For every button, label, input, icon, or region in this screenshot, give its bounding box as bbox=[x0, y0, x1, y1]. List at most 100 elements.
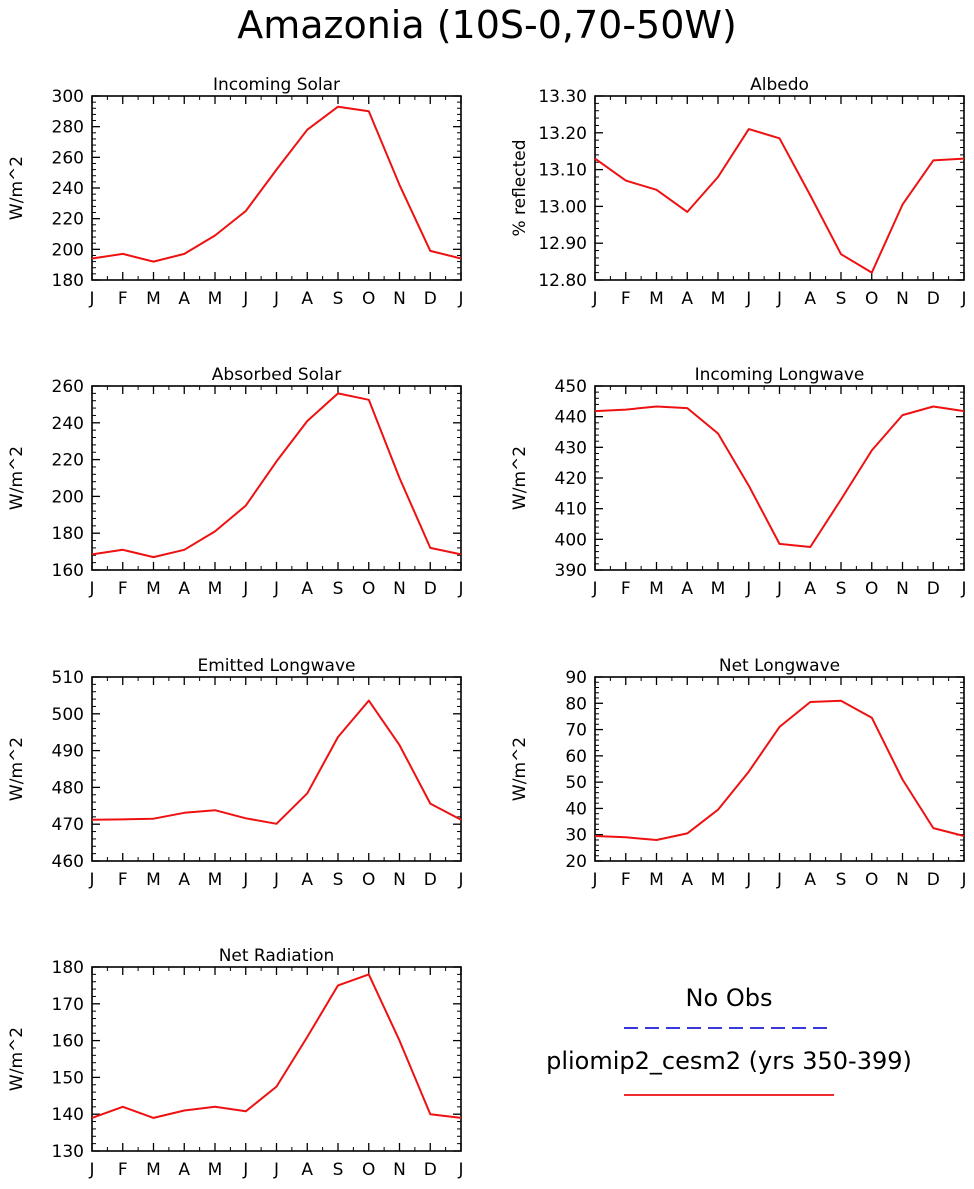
incoming-solar-y-tick-label: 220 bbox=[52, 210, 84, 230]
net-longwave-x-tick-label: N bbox=[896, 870, 909, 890]
incoming-longwave-x-tick-label: J bbox=[591, 579, 597, 599]
albedo-x-tick-label: J bbox=[591, 289, 597, 309]
incoming-longwave-y-tick-label: 400 bbox=[555, 530, 587, 550]
net-longwave-x-tick-label: D bbox=[927, 870, 940, 890]
net-longwave-x-tick-label: A bbox=[681, 870, 693, 890]
absorbed-solar-y-tick-label: 260 bbox=[52, 377, 84, 397]
net-radiation-x-tick-label: J bbox=[273, 1160, 279, 1180]
incoming-longwave-x-tick-label: A bbox=[681, 579, 693, 599]
absorbed-solar-x-tick-label: N bbox=[393, 579, 406, 599]
emitted-longwave-y-tick-label: 480 bbox=[52, 778, 84, 798]
albedo-y-label: % reflected bbox=[510, 139, 530, 236]
emitted-longwave-x-tick-label: F bbox=[118, 870, 128, 890]
emitted-longwave-y-label: W/m^2 bbox=[7, 737, 27, 801]
incoming-longwave-title: Incoming Longwave bbox=[695, 365, 865, 385]
net-longwave-x-tick-label: F bbox=[621, 870, 631, 890]
net-radiation-x-tick-label: D bbox=[424, 1160, 437, 1180]
absorbed-solar-x-tick-label: A bbox=[301, 579, 313, 599]
incoming-longwave-y-label: W/m^2 bbox=[510, 446, 530, 510]
incoming-longwave-y-tick-label: 390 bbox=[555, 561, 587, 581]
emitted-longwave-x-tick-label: O bbox=[362, 870, 375, 890]
incoming-solar-x-tick-label: F bbox=[118, 289, 128, 309]
incoming-solar-x-tick-label: M bbox=[146, 289, 161, 309]
net-longwave-y-tick-label: 60 bbox=[565, 747, 587, 767]
albedo-x-tick-label: M bbox=[711, 289, 726, 309]
net-longwave-x-tick-label: S bbox=[836, 870, 847, 890]
albedo-x-tick-label: A bbox=[804, 289, 816, 309]
absorbed-solar-x-tick-label: J bbox=[273, 579, 279, 599]
net-radiation-title: Net Radiation bbox=[219, 946, 335, 966]
absorbed-solar-x-tick-label: J bbox=[242, 579, 248, 599]
absorbed-solar-frame bbox=[91, 385, 462, 571]
albedo-y-tick-label: 12.90 bbox=[538, 234, 587, 254]
net-longwave-frame bbox=[594, 676, 965, 862]
albedo-x-tick-label: M bbox=[649, 289, 664, 309]
emitted-longwave-x-tick-label: D bbox=[424, 870, 437, 890]
net-longwave-y-tick-label: 80 bbox=[565, 694, 587, 714]
incoming-longwave-y-tick-label: 430 bbox=[555, 438, 587, 458]
incoming-solar-y-tick-label: 180 bbox=[52, 271, 84, 291]
net-radiation-x-tick-label: F bbox=[118, 1160, 128, 1180]
incoming-longwave-x-tick-label: J bbox=[776, 579, 782, 599]
absorbed-solar-x-tick-label: J bbox=[88, 579, 94, 599]
legend: No Obs pliomip2_cesm2 (yrs 350-399) bbox=[546, 984, 912, 1096]
net-longwave-x-tick-label: O bbox=[865, 870, 878, 890]
incoming-solar-y-label: W/m^2 bbox=[7, 156, 27, 220]
absorbed-solar-y-tick-label: 180 bbox=[52, 524, 84, 544]
incoming-solar-x-tick-label: J bbox=[273, 289, 279, 309]
emitted-longwave-x-tick-label: A bbox=[301, 870, 313, 890]
emitted-longwave-y-tick-label: 470 bbox=[52, 815, 84, 835]
net-longwave-y-tick-label: 40 bbox=[565, 799, 587, 819]
incoming-longwave-x-tick-label: N bbox=[896, 579, 909, 599]
net-longwave-y-tick-label: 50 bbox=[565, 773, 587, 793]
absorbed-solar-x-tick-label: F bbox=[118, 579, 128, 599]
incoming-longwave-x-tick-label: J bbox=[745, 579, 751, 599]
incoming-solar-y-tick-label: 240 bbox=[52, 179, 84, 199]
net-longwave-x-tick-label: J bbox=[960, 870, 966, 890]
incoming-longwave-x-tick-label: D bbox=[927, 579, 940, 599]
net-longwave-y-label: W/m^2 bbox=[510, 737, 530, 801]
emitted-longwave-y-tick-label: 460 bbox=[52, 852, 84, 872]
albedo-y-tick-label: 13.30 bbox=[538, 87, 587, 107]
absorbed-solar-x-tick-label: S bbox=[333, 579, 344, 599]
incoming-longwave-x-tick-label: F bbox=[621, 579, 631, 599]
absorbed-solar-x-tick-label: O bbox=[362, 579, 375, 599]
emitted-longwave-x-tick-label: N bbox=[393, 870, 406, 890]
absorbed-solar-y-tick-label: 200 bbox=[52, 487, 84, 507]
emitted-longwave-y-tick-label: 510 bbox=[52, 668, 84, 688]
albedo-y-tick-label: 13.00 bbox=[538, 197, 587, 217]
incoming-solar-frame bbox=[91, 95, 462, 281]
net-longwave-y-tick-label: 90 bbox=[565, 668, 587, 688]
emitted-longwave-x-tick-label: A bbox=[178, 870, 190, 890]
emitted-longwave-series-line-pliomip2-cesm2-yrs-350-399 bbox=[91, 699, 462, 825]
absorbed-solar-series-line-pliomip2-cesm2-yrs-350-399 bbox=[91, 392, 462, 559]
albedo-series-line-pliomip2-cesm2-yrs-350-399 bbox=[594, 128, 965, 274]
emitted-longwave-x-tick-label: M bbox=[146, 870, 161, 890]
absorbed-solar-y-tick-label: 160 bbox=[52, 561, 84, 581]
emitted-longwave-frame bbox=[91, 676, 462, 862]
absorbed-solar-y-tick-label: 220 bbox=[52, 451, 84, 471]
net-radiation-x-tick-label: S bbox=[333, 1160, 344, 1180]
albedo-x-tick-label: A bbox=[681, 289, 693, 309]
net-radiation-y-tick-label: 150 bbox=[52, 1068, 84, 1088]
incoming-solar-x-tick-label: A bbox=[178, 289, 190, 309]
net-radiation-y-tick-label: 140 bbox=[52, 1105, 84, 1125]
incoming-longwave-x-tick-label: M bbox=[711, 579, 726, 599]
albedo-x-tick-label: D bbox=[927, 289, 940, 309]
incoming-solar-y-tick-label: 200 bbox=[52, 240, 84, 260]
net-radiation-x-tick-label: A bbox=[301, 1160, 313, 1180]
albedo-x-tick-label: S bbox=[836, 289, 847, 309]
net-longwave-series-line-pliomip2-cesm2-yrs-350-399 bbox=[594, 699, 965, 841]
net-radiation-x-tick-label: M bbox=[146, 1160, 161, 1180]
incoming-solar-y-tick-label: 260 bbox=[52, 148, 84, 168]
albedo-x-tick-label: O bbox=[865, 289, 878, 309]
legend-obs-label: No Obs bbox=[686, 984, 773, 1012]
incoming-solar-x-tick-label: D bbox=[424, 289, 437, 309]
